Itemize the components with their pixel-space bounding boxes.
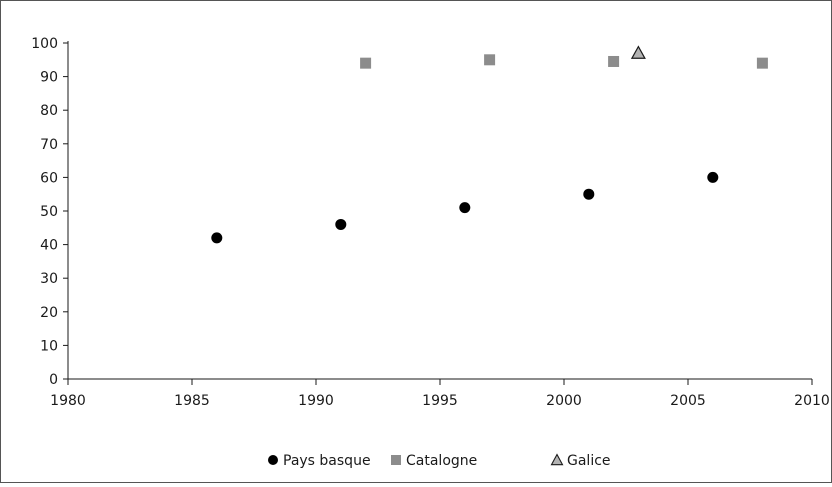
axes: 0 10 20 30 40 50 60 70 80 90 100 1980 1985 1990 1995 20… [31, 36, 830, 409]
legend-marker-galice [550, 453, 564, 466]
legend-label-galice: Galice [567, 453, 611, 469]
legend-label-catalogne: Catalogne [406, 453, 477, 469]
pays-basque-point [211, 232, 223, 244]
catalogne-point [484, 54, 496, 66]
legend-marker-pays-basque [268, 455, 278, 465]
y-tick-label: 80 [40, 103, 58, 119]
y-tick-label: 20 [40, 305, 58, 321]
galice-point [630, 45, 646, 59]
y-tick-label: 70 [40, 137, 58, 153]
x-tick-label: 1990 [298, 393, 334, 409]
legend-label-pays-basque: Pays basque [283, 453, 371, 469]
x-tick-label: 1995 [422, 393, 458, 409]
catalogne-point [756, 57, 768, 69]
x-tick-label: 2010 [794, 393, 830, 409]
y-tick-label: 90 [40, 70, 58, 86]
chart-marks [211, 45, 768, 244]
pays-basque-point [707, 171, 719, 183]
y-tick-label: 0 [49, 372, 58, 388]
x-tick-label: 1985 [174, 393, 210, 409]
pays-basque-point [459, 202, 471, 214]
y-tick-label: 60 [40, 170, 58, 186]
catalogne-point [608, 55, 620, 67]
y-tick-label: 30 [40, 271, 58, 287]
x-tick-label: 2000 [546, 393, 582, 409]
y-tick-label: 50 [40, 204, 58, 220]
x-tick-label: 2005 [670, 393, 706, 409]
x-tick-label: 1980 [50, 393, 86, 409]
pays-basque-point [583, 188, 595, 200]
legend-marker-catalogne [391, 455, 401, 465]
pays-basque-point [335, 218, 347, 230]
catalogne-point [360, 57, 372, 69]
y-tick-label: 100 [31, 36, 58, 52]
y-tick-label: 40 [40, 238, 58, 254]
legend: Pays basque Catalogne Galice [268, 453, 611, 469]
y-tick-label: 10 [40, 338, 58, 354]
